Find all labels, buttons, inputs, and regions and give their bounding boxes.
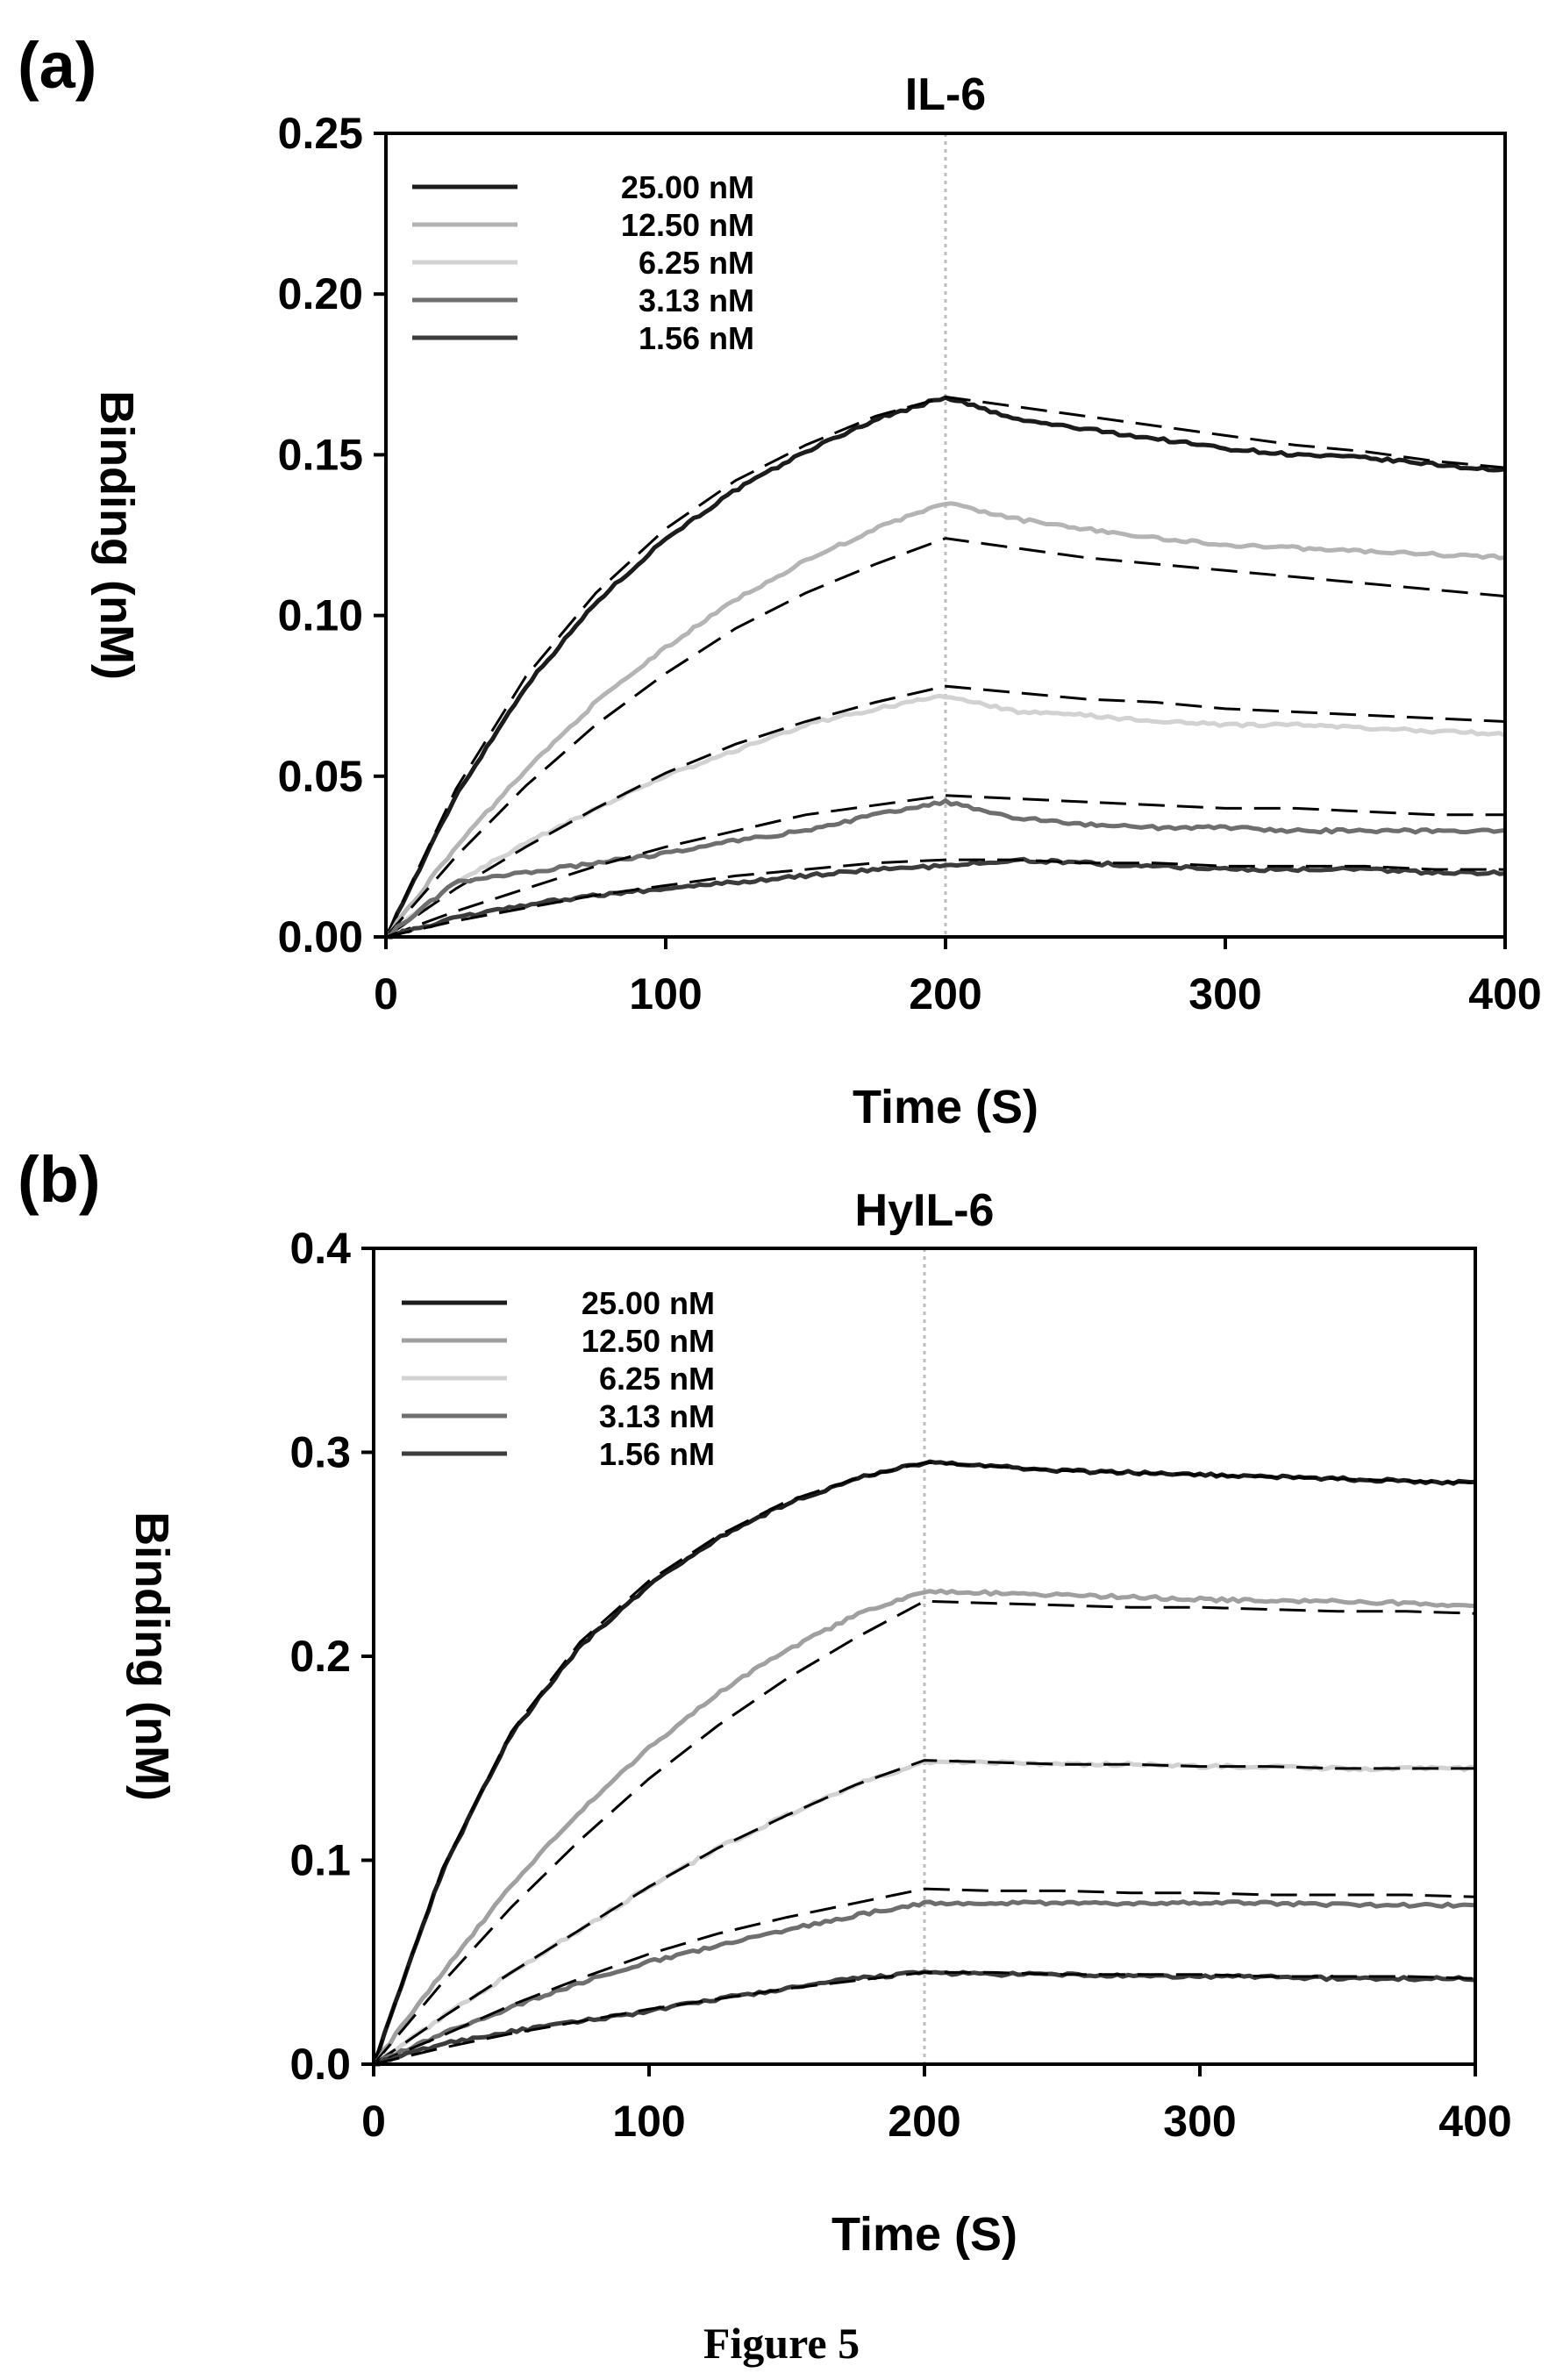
y-tick-label: 0.0: [289, 2040, 351, 2089]
y-tick-label: 0.20: [278, 269, 363, 318]
panel-label: (b): [18, 1143, 101, 1216]
fit-line: [384, 537, 1506, 938]
legend-label: 25.00 nM: [582, 1285, 715, 1321]
x-tick-label: 400: [1438, 2097, 1511, 2146]
y-tick-label: 0.25: [278, 109, 363, 158]
x-tick-label: 0: [374, 969, 398, 1018]
fit-line: [373, 1887, 1476, 2066]
y-tick-label: 0.00: [278, 912, 363, 961]
y-tick-label: 0.05: [278, 752, 363, 801]
y-tick-label: 0.3: [289, 1428, 351, 1477]
x-tick-label: 300: [1163, 2097, 1236, 2146]
series-line: [373, 1899, 1476, 2067]
legend-label: 1.56 nM: [599, 1436, 715, 1472]
y-tick-label: 0.1: [289, 1836, 351, 1885]
legend-label: 25.00 nM: [621, 169, 754, 205]
x-tick-label: 0: [361, 2097, 386, 2146]
y-tick-label: 0.15: [278, 430, 363, 479]
chart-title: IL-6: [905, 69, 986, 120]
legend-label: 12.50 nM: [582, 1323, 715, 1359]
x-tick-label: 100: [629, 969, 702, 1018]
x-tick-label: 300: [1188, 969, 1261, 1018]
fit-line: [372, 1461, 1476, 2065]
series-line: [384, 501, 1506, 939]
legend-label: 6.25 nM: [639, 245, 754, 281]
series-line: [385, 856, 1506, 940]
chart-title: HyIL-6: [855, 1185, 995, 1236]
fit-line: [373, 1759, 1475, 2066]
legend-label: 3.13 nM: [599, 1398, 715, 1434]
figure-caption: Figure 5: [703, 2319, 860, 2368]
panel-label: (a): [18, 29, 96, 102]
x-axis-label: Time (S): [831, 2208, 1017, 2261]
y-axis-label: Binding (nM): [125, 1512, 178, 1801]
y-tick-label: 0.2: [289, 1632, 351, 1681]
x-tick-label: 200: [888, 2097, 960, 2146]
fit-line: [385, 684, 1506, 939]
legend-label: 3.13 nM: [639, 282, 754, 318]
chart-panel-a: (a) IL-6 0 100 200 300 400 0.00 0.05 0.10 0.15 0.20…: [18, 29, 1542, 1133]
fit-line: [385, 858, 1505, 939]
series-line: [372, 1588, 1476, 2066]
chart-panel-b: (b) HyIL-6 0 100 200 300 400 0.0 0.1 0.2 0.3 0.4 Tim…: [18, 1143, 1512, 2261]
x-tick-label: 400: [1468, 969, 1541, 1018]
fit-line: [372, 1599, 1476, 2065]
x-axis-label: Time (S): [853, 1081, 1038, 1133]
y-axis-label: Binding (nM): [90, 390, 143, 680]
fit-line: [385, 794, 1505, 939]
y-tick-label: 0.10: [278, 591, 363, 640]
series-line: [383, 395, 1506, 939]
y-tick-label: 0.4: [289, 1224, 351, 1273]
plot-frame: [372, 1247, 1477, 2066]
series-line: [384, 693, 1507, 940]
legend-label: 6.25 nM: [599, 1361, 715, 1397]
fit-line: [384, 395, 1506, 938]
x-tick-label: 100: [612, 2097, 685, 2146]
series-line: [384, 798, 1506, 940]
fit-line: [373, 1970, 1476, 2066]
legend-label: 1.56 nM: [639, 320, 754, 356]
x-tick-label: 200: [909, 969, 981, 1018]
legend-label: 12.50 nM: [621, 207, 754, 243]
